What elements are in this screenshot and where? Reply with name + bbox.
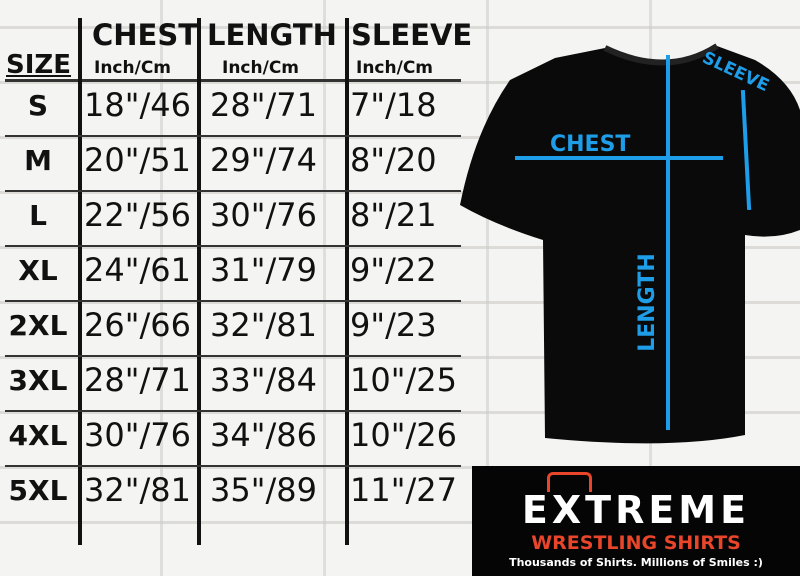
sleeve-cell: 9"/23 — [350, 306, 437, 344]
sleeve-cell: 10"/26 — [350, 416, 457, 454]
sleeve-cell: 8"/21 — [350, 196, 437, 234]
header-divider — [5, 79, 461, 82]
chest-cell: 22"/56 — [84, 196, 191, 234]
size-cell: 3XL — [8, 364, 68, 397]
chest-cell: 32"/81 — [84, 471, 191, 509]
tshirt-icon — [460, 43, 800, 444]
row-divider — [5, 190, 461, 192]
chest-cell: 20"/51 — [84, 141, 191, 179]
size-cell: 5XL — [8, 474, 68, 507]
chest-cell: 26"/66 — [84, 306, 191, 344]
chest-cell: 18"/46 — [84, 86, 191, 124]
chest-cell: 24"/61 — [84, 251, 191, 289]
row-divider — [5, 465, 461, 467]
length-cell: 31"/79 — [210, 251, 317, 289]
length-cell: 32"/81 — [210, 306, 317, 344]
size-cell: XL — [18, 254, 58, 287]
size-cell: 2XL — [8, 309, 68, 342]
length-cell: 28"/71 — [210, 86, 317, 124]
size-cell: M — [24, 144, 52, 177]
logo-title: EXTREME — [521, 488, 751, 532]
sleeve-cell: 10"/25 — [350, 361, 457, 399]
header-chest-unit: Inch/Cm — [94, 58, 172, 78]
row-divider — [5, 245, 461, 247]
length-label: LENGTH — [634, 253, 660, 352]
brand-logo: EXTREME WRESTLING SHIRTS Thousands of Sh… — [472, 466, 800, 576]
sleeve-cell: 11"/27 — [350, 471, 457, 509]
length-cell: 35"/89 — [210, 471, 317, 509]
chest-cell: 28"/71 — [84, 361, 191, 399]
sleeve-cell: 9"/22 — [350, 251, 437, 289]
size-cell: 4XL — [8, 419, 68, 452]
size-cell: S — [27, 89, 49, 122]
length-cell: 33"/84 — [210, 361, 317, 399]
row-divider — [5, 410, 461, 412]
column-divider — [197, 18, 201, 545]
row-divider — [5, 355, 461, 357]
length-cell: 30"/76 — [210, 196, 317, 234]
header-chest: CHEST — [92, 18, 199, 52]
length-cell: 34"/86 — [210, 416, 317, 454]
logo-tagline: Thousands of Shirts. Millions of Smiles … — [509, 556, 763, 569]
column-divider — [345, 18, 349, 545]
header-sleeve-unit: Inch/Cm — [356, 58, 434, 78]
length-cell: 29"/74 — [210, 141, 317, 179]
row-divider — [5, 300, 461, 302]
chest-cell: 30"/76 — [84, 416, 191, 454]
chest-measure-line — [515, 156, 723, 160]
size-cell: L — [29, 199, 47, 232]
length-measure-line — [666, 55, 670, 430]
header-length-unit: Inch/Cm — [222, 58, 300, 78]
row-divider — [5, 135, 461, 137]
header-sleeve: SLEEVE — [351, 18, 473, 52]
shirt-logo-icon — [547, 472, 592, 492]
header-size: SIZE — [6, 50, 72, 80]
tshirt-diagram — [455, 40, 800, 454]
header-length: LENGTH — [207, 18, 337, 52]
logo-subtitle: WRESTLING SHIRTS — [531, 532, 741, 554]
sleeve-cell: 8"/20 — [350, 141, 437, 179]
sleeve-cell: 7"/18 — [350, 86, 437, 124]
column-divider — [78, 18, 82, 545]
chest-label: CHEST — [550, 132, 631, 157]
